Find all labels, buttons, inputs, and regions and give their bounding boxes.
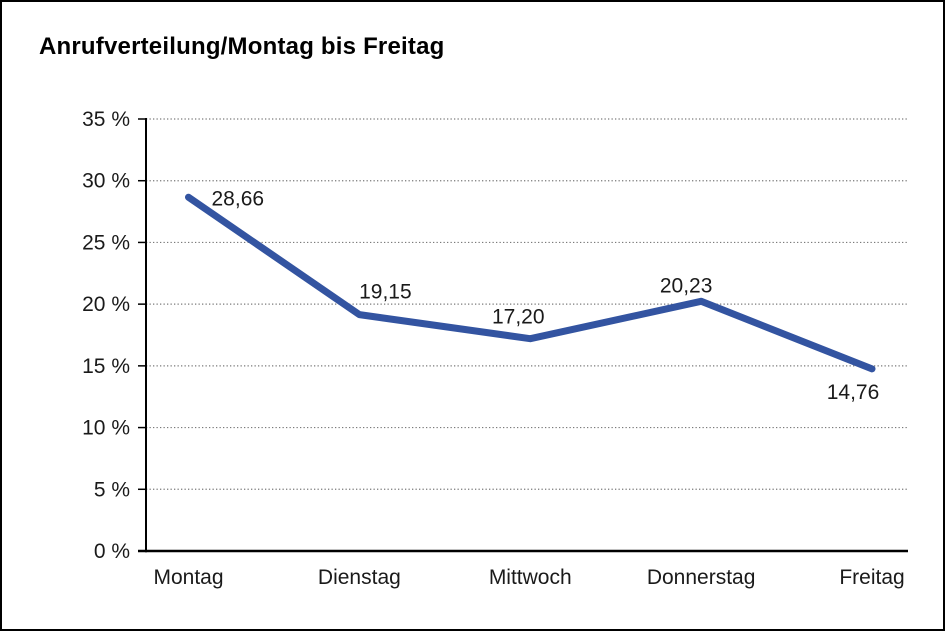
x-axis-label: Freitag	[839, 566, 904, 589]
y-axis-label: 5 %	[94, 478, 130, 501]
chart-title: Anrufverteilung/Montag bis Freitag	[39, 33, 445, 60]
y-axis-label: 35 %	[82, 108, 130, 131]
x-axis-label: Montag	[153, 566, 223, 589]
y-axis-label: 30 %	[82, 170, 130, 193]
data-point-label: 17,20	[492, 306, 545, 329]
y-axis-label: 0 %	[94, 540, 130, 563]
data-point-label: 20,23	[660, 274, 713, 297]
y-axis-label: 25 %	[82, 231, 130, 254]
data-point-label: 19,15	[359, 281, 412, 304]
y-axis-label: 15 %	[82, 355, 130, 378]
data-point-label: 28,66	[212, 187, 265, 210]
x-axis-label: Mittwoch	[489, 566, 572, 589]
x-axis-label: Dienstag	[318, 566, 401, 589]
y-axis-label: 10 %	[82, 417, 130, 440]
y-axis-label: 20 %	[82, 293, 130, 316]
x-axis-label: Donnerstag	[647, 566, 756, 589]
data-line	[185, 193, 876, 373]
data-point-label: 14,76	[827, 381, 880, 404]
